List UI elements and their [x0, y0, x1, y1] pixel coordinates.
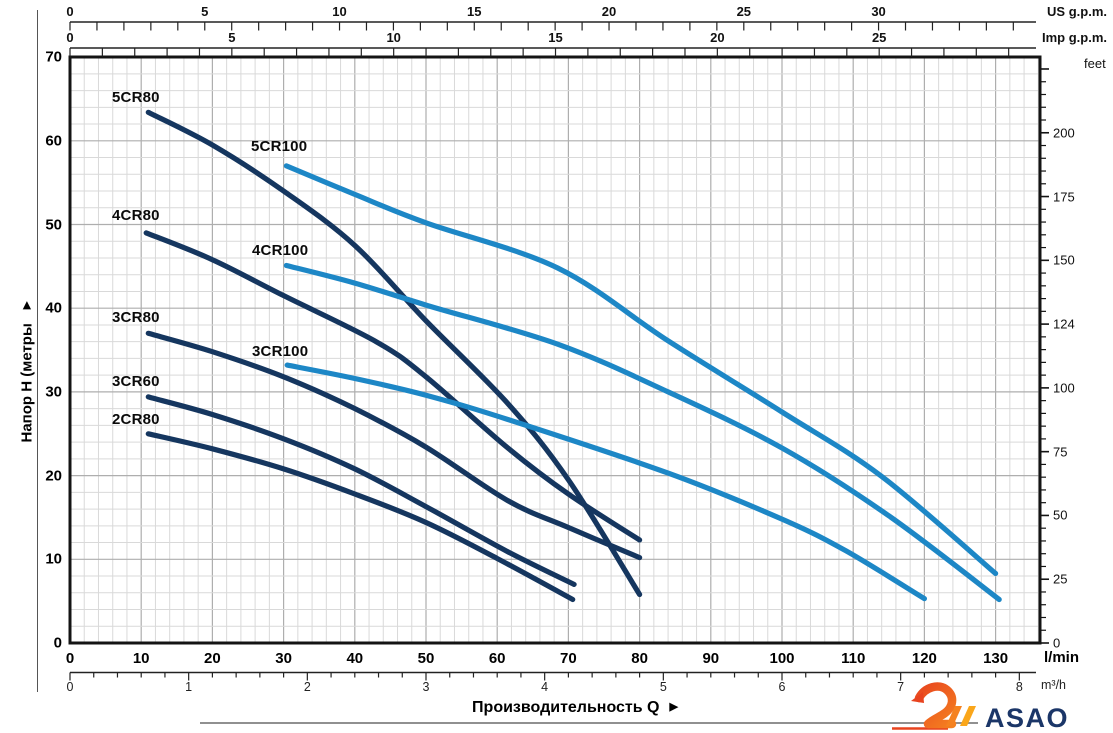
tick-label-meters: 30 — [45, 383, 62, 401]
tick-label-m3h: 1 — [185, 680, 193, 694]
tick-label-imp-gpm: 10 — [386, 30, 401, 45]
curve-3CR60 — [145, 394, 577, 587]
y-axis-title: Напор H (метры▶ — [19, 302, 36, 443]
tick-label-m3h: 8 — [1015, 680, 1023, 694]
tick-label-feet: 25 — [1053, 571, 1068, 587]
tick-label-feet: 175 — [1053, 189, 1075, 205]
axis-unit-feet: feet — [1084, 56, 1106, 71]
logo-slash-icon — [946, 706, 962, 726]
left-frame-line — [37, 10, 38, 692]
tick-label-lmin: 90 — [702, 650, 720, 667]
tick-label-meters: 0 — [53, 634, 62, 652]
axis-unit-m3h: m³/h — [1041, 678, 1066, 692]
tick-label-feet: 124 — [1053, 316, 1075, 332]
curve-label-3CR80: 3CR80 — [112, 309, 160, 326]
tick-label-imp-gpm: 15 — [548, 30, 563, 45]
tick-label-lmin: 0 — [65, 650, 75, 667]
curve-label-4CR80: 4CR80 — [112, 207, 160, 224]
tick-label-lmin: 120 — [911, 650, 937, 667]
curve-3CR100 — [284, 362, 927, 602]
tick-label-lmin: 10 — [132, 650, 150, 667]
tick-label-imp-gpm: 0 — [66, 30, 74, 45]
tick-label-us-gpm: 15 — [467, 4, 482, 19]
tick-label-feet: 50 — [1053, 507, 1068, 523]
tick-label-feet: 0 — [1053, 635, 1061, 651]
curve-label-5CR100: 5CR100 — [251, 138, 308, 155]
tick-label-imp-gpm: 5 — [228, 30, 236, 45]
tick-label-us-gpm: 10 — [332, 4, 347, 19]
tick-label-lmin: 50 — [417, 650, 435, 667]
tick-label-lmin: 110 — [841, 650, 866, 667]
brand-logo-text: ASAO — [985, 703, 1070, 733]
tick-label-us-gpm: 5 — [201, 4, 209, 19]
curve-4CR80 — [143, 230, 643, 543]
curve-5CR100 — [283, 163, 999, 577]
tick-label-lmin: 20 — [204, 650, 221, 667]
tick-label-us-gpm: 30 — [871, 4, 886, 19]
tick-label-imp-gpm: 25 — [871, 30, 887, 45]
x-axis-title: Производительность Q ▶ — [472, 699, 678, 717]
tick-label-us-gpm: 20 — [601, 4, 617, 19]
tick-label-m3h: 6 — [778, 680, 786, 694]
tick-label-feet: 200 — [1053, 125, 1075, 141]
curve-2CR80 — [145, 431, 576, 603]
logo-swan-beak — [911, 692, 924, 703]
x-axis-title-text: Производительность Q — [472, 699, 660, 716]
tick-label-lmin: 60 — [488, 650, 506, 667]
axis-unit-us-gpm: US g.p.m. — [1047, 4, 1107, 19]
tick-label-lmin: 40 — [346, 650, 364, 667]
tick-label-meters: 60 — [45, 132, 62, 150]
tick-label-imp-gpm: 20 — [710, 30, 725, 45]
right-arrow-icon: ▶ — [669, 701, 678, 713]
tick-label-m3h: 2 — [303, 680, 311, 694]
curve-label-3CR60: 3CR60 — [112, 373, 160, 390]
tick-label-feet: 75 — [1053, 444, 1068, 460]
tick-label-us-gpm: 0 — [66, 4, 74, 19]
tick-label-us-gpm: 25 — [736, 4, 752, 19]
logo-swan-2 — [914, 682, 957, 729]
tick-label-m3h: 3 — [422, 680, 430, 694]
tick-label-lmin: 100 — [769, 650, 795, 667]
tick-label-feet: 150 — [1053, 252, 1075, 268]
curve-label-4CR100: 4CR100 — [252, 242, 309, 259]
curve-label-2CR80: 2CR80 — [112, 411, 160, 428]
tick-label-lmin: 130 — [983, 650, 1009, 667]
tick-label-meters: 10 — [45, 550, 62, 568]
logo-slash-icon — [960, 706, 976, 726]
tick-label-m3h: 4 — [541, 680, 549, 694]
curve-3CR80 — [145, 330, 643, 561]
tick-label-meters: 70 — [45, 48, 62, 66]
axis-unit-lmin: l/min — [1044, 649, 1080, 666]
tick-label-m3h: 0 — [66, 680, 74, 694]
tick-label-meters: 40 — [45, 299, 62, 317]
tick-label-meters: 20 — [45, 467, 62, 485]
curve-label-5CR80: 5CR80 — [112, 89, 160, 106]
tick-label-lmin: 80 — [631, 650, 648, 667]
curve-label-3CR100: 3CR100 — [252, 343, 309, 360]
tick-label-m3h: 5 — [659, 680, 667, 694]
curve-4CR100 — [283, 262, 1002, 603]
tick-label-lmin: 30 — [275, 650, 292, 667]
tick-label-m3h: 7 — [897, 680, 905, 694]
tick-label-feet: 100 — [1053, 380, 1075, 396]
tick-label-lmin: 70 — [560, 650, 577, 667]
axis-unit-imp-gpm: Imp g.p.m. — [1042, 30, 1107, 45]
tick-label-meters: 50 — [45, 216, 62, 233]
